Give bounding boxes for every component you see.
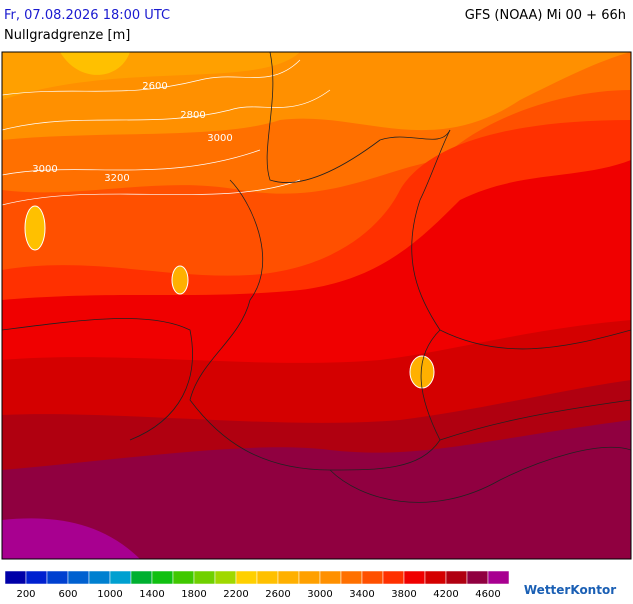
legend-swatch	[361, 570, 384, 585]
contour-label: 3000	[207, 133, 232, 144]
legend-swatch	[382, 570, 405, 585]
legend-swatch	[235, 570, 258, 585]
legend-swatch	[445, 570, 468, 585]
legend-swatch	[130, 570, 153, 585]
legend-swatch	[298, 570, 321, 585]
legend-label: 4200	[433, 589, 458, 600]
legend-swatch	[424, 570, 447, 585]
legend-swatch	[25, 570, 48, 585]
legend-label: 3800	[391, 589, 416, 600]
legend-swatch	[88, 570, 111, 585]
legend-swatch	[193, 570, 216, 585]
legend-swatch	[109, 570, 132, 585]
brand: WetterKontor	[524, 583, 616, 597]
legend-swatch	[319, 570, 342, 585]
legend-label: 4600	[475, 589, 500, 600]
legend-swatch	[151, 570, 174, 585]
legend-label: 2600	[265, 589, 290, 600]
legend: 200 600 1000 1400 1800 2200 2600 3000 3400 3800 42…	[4, 570, 510, 600]
legend-swatch	[214, 570, 237, 585]
legend-label: 1000	[97, 589, 122, 600]
legend-label: 3400	[349, 589, 374, 600]
legend-swatch	[4, 570, 27, 585]
legend-swatch	[67, 570, 90, 585]
contour-label: 3000	[32, 164, 57, 175]
legend-swatch	[256, 570, 279, 585]
legend-label: 1800	[181, 589, 206, 600]
legend-swatch	[403, 570, 426, 585]
contour-label: 2600	[142, 81, 167, 92]
legend-label: 3000	[307, 589, 332, 600]
legend-swatch	[487, 570, 510, 585]
datetime: Fr, 07.08.2026 18:00 UTC	[4, 8, 170, 23]
legend-swatch	[46, 570, 69, 585]
legend-swatch	[466, 570, 489, 585]
legend-label: 200	[16, 589, 35, 600]
model-run: GFS (NOAA) Mi 00 + 66h	[465, 8, 626, 23]
legend-label: 2200	[223, 589, 248, 600]
map-field	[2, 52, 631, 559]
legend-swatch	[172, 570, 195, 585]
contour-label: 2800	[180, 110, 205, 121]
legend-label: 1400	[139, 589, 164, 600]
contour-label: 3200	[104, 173, 129, 184]
parameter: Nullgradgrenze [m]	[4, 28, 130, 43]
legend-swatch	[277, 570, 300, 585]
map-frame	[1, 51, 632, 560]
legend-swatch	[340, 570, 363, 585]
legend-label: 600	[58, 589, 77, 600]
